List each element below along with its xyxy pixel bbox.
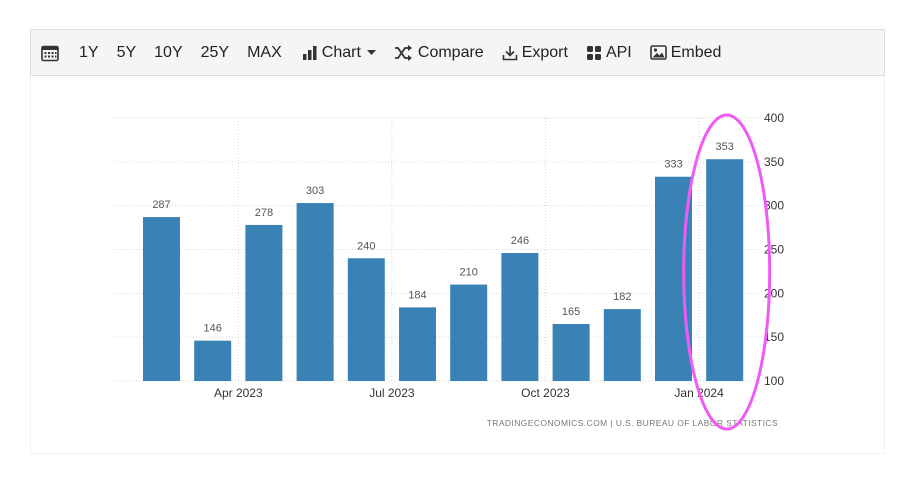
bar [143,217,180,381]
bar-chart-icon [302,45,318,61]
grid-icon [586,45,602,61]
range-25y-button[interactable]: 25Y [200,43,230,61]
x-tick-label: Jul 2023 [369,386,415,400]
data-label: 278 [255,207,273,219]
compare-button[interactable]: Compare [394,44,484,62]
chart-type-label: Chart [321,43,361,61]
y-tick-label: 250 [764,243,784,257]
data-label: 353 [716,141,734,153]
data-label: 210 [460,267,478,279]
embed-label: Embed [670,43,722,61]
caret-down-icon [366,49,376,56]
y-tick-label: 350 [764,155,784,169]
data-label: 146 [204,323,222,335]
y-tick-label: 300 [764,199,784,213]
data-label: 165 [562,306,580,318]
x-tick-label: Apr 2023 [214,386,263,400]
y-tick-label: 400 [764,111,784,125]
data-label: 246 [511,235,529,247]
bar [296,203,334,381]
export-button[interactable]: Export [502,44,568,62]
data-label: 333 [664,159,682,171]
chart-toolbar: 1Y 5Y 10Y 25Y MAX Chart Compare Export A… [30,29,885,76]
bar [347,258,385,381]
data-label: 182 [613,291,631,303]
data-label: 184 [408,289,426,301]
range-1y-button[interactable]: 1Y [79,43,99,61]
y-tick-label: 100 [764,374,784,388]
bar [399,307,436,381]
download-icon [502,45,518,61]
source-credit: TRADINGECONOMICS.COM | U.S. BUREAU OF LA… [487,418,778,428]
image-icon [649,45,667,60]
compare-label: Compare [417,43,484,61]
x-tick-label: Oct 2023 [521,386,570,400]
range-5y-button[interactable]: 5Y [116,43,137,61]
api-label: API [605,43,632,61]
bar [450,284,488,381]
calendar-icon[interactable] [41,44,59,62]
embed-button[interactable]: Embed [649,43,722,62]
y-tick-label: 150 [764,330,784,344]
bar [706,159,744,381]
bar [194,340,232,381]
api-button[interactable]: API [586,44,632,62]
data-label: 287 [152,199,170,211]
bar [501,253,539,381]
export-label: Export [521,43,568,61]
data-label: 240 [357,240,375,252]
shuffle-icon [394,44,412,61]
chart-type-button[interactable]: Chart [302,44,376,62]
data-label: 303 [306,185,324,197]
range-max-button[interactable]: MAX [247,43,282,61]
y-tick-label: 200 [764,286,784,300]
bar [552,324,590,381]
range-10y-button[interactable]: 10Y [154,43,183,61]
bar [603,309,641,381]
highlight-ellipse [682,113,772,431]
bar [245,224,283,381]
